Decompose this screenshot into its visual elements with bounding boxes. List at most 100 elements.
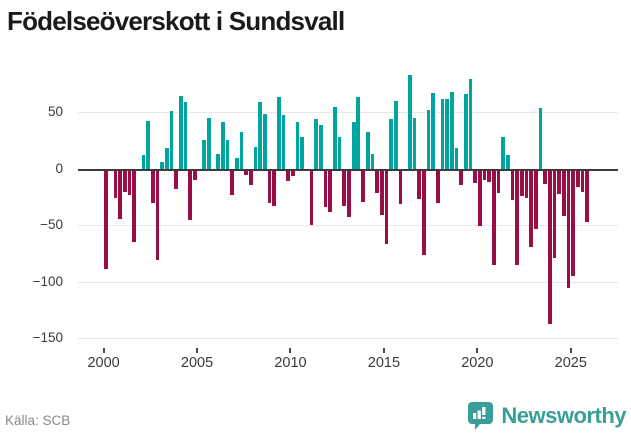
bar-2014-Q3: [375, 170, 379, 194]
bar-2022-Q3: [524, 170, 529, 198]
bar-2011-Q3: [319, 125, 323, 170]
bar-2023-Q2: [538, 108, 543, 170]
bar-2006-Q2: [221, 122, 225, 170]
bar-2000-Q3: [113, 170, 118, 198]
bar-2021-Q2: [501, 136, 505, 170]
bar-2021-Q3: [505, 154, 510, 170]
y-axis-tick-label: −150: [32, 330, 63, 345]
bar-2015-Q4: [398, 170, 403, 205]
chart-title: Födelseöverskott i Sundsvall: [7, 6, 345, 36]
bar-2015-Q1: [384, 170, 389, 244]
bar-2017-Q2: [426, 109, 431, 170]
gridline: [78, 225, 618, 226]
bar-2011-Q1: [309, 170, 314, 225]
bar-2006-Q4: [230, 170, 235, 196]
bar-2009-Q1: [272, 170, 277, 206]
bar-2002-Q1: [141, 154, 146, 170]
bar-2021-Q4: [510, 170, 515, 200]
bar-2017-Q3: [431, 92, 435, 170]
bar-2013-Q1: [347, 170, 351, 217]
y-axis-tick-label: 50: [47, 104, 63, 119]
bar-2010-Q3: [300, 136, 305, 170]
bar-2024-Q2: [557, 170, 562, 195]
bar-2008-Q3: [263, 114, 267, 170]
bar-2020-Q4: [491, 170, 496, 266]
bar-2012-Q4: [342, 170, 347, 206]
logo-wordmark: Newsworthy: [501, 403, 626, 428]
bar-2017-Q4: [435, 170, 440, 204]
bar-2007-Q4: [249, 170, 253, 186]
x-axis-tick-label: 2020: [461, 355, 494, 371]
bar-2015-Q3: [393, 100, 398, 170]
x-axis-tick-label: 2000: [87, 355, 120, 371]
y-axis-tick-label: −100: [32, 273, 63, 289]
x-axis-tick: [102, 348, 105, 353]
bar-2000-Q4: [118, 170, 122, 220]
bar-2001-Q1: [122, 170, 127, 192]
bar-2022-Q2: [520, 170, 524, 197]
bar-2012-Q1: [328, 170, 333, 213]
bar-2004-Q4: [192, 170, 197, 180]
bar-2020-Q2: [482, 170, 487, 180]
x-axis-tick-label: 2010: [274, 355, 307, 371]
bar-2025-Q2: [576, 170, 580, 188]
bar-2007-Q2: [239, 132, 244, 170]
bar-2018-Q3: [449, 91, 454, 170]
bar-2014-Q1: [365, 132, 370, 170]
bar-2025-Q3: [580, 170, 585, 192]
x-axis-tick: [476, 348, 479, 353]
bar-2018-Q1: [440, 99, 445, 170]
bar-2016-Q3: [412, 117, 417, 170]
bar-2019-Q1: [459, 170, 463, 186]
bar-2011-Q4: [323, 170, 328, 207]
bar-2007-Q3: [244, 170, 249, 176]
bar-2010-Q1: [291, 170, 295, 177]
bar-2012-Q3: [337, 136, 342, 170]
bar-2009-Q2: [277, 97, 281, 170]
bar-2017-Q1: [421, 170, 426, 256]
bar-2022-Q4: [529, 170, 534, 248]
bar-2021-Q1: [496, 170, 501, 194]
bar-2004-Q2: [183, 101, 188, 170]
plot-area: 2000 2005 2010 2015 2020 2025: [78, 65, 618, 371]
x-axis-tick-label: 2005: [180, 355, 214, 371]
bar-2014-Q4: [379, 170, 384, 215]
bar-2024-Q3: [562, 170, 566, 216]
bar-2005-Q3: [206, 117, 211, 170]
x-axis-tick-label: 2025: [554, 355, 587, 371]
bar-2023-Q1: [534, 170, 538, 230]
bar-2019-Q3: [468, 79, 473, 170]
bar-2015-Q2: [389, 118, 393, 170]
bar-2013-Q4: [361, 170, 365, 203]
bar-2008-Q1: [253, 146, 258, 170]
bar-2006-Q3: [225, 140, 230, 170]
bar-2016-Q4: [417, 170, 421, 199]
bar-2003-Q4: [174, 170, 178, 189]
gridline: [78, 281, 618, 283]
bar-2004-Q3: [188, 170, 192, 221]
bar-2013-Q3: [356, 97, 361, 170]
bar-2010-Q2: [295, 122, 300, 170]
y-axis-tick-label: 0: [55, 160, 63, 176]
x-axis-tick-label: 2015: [367, 355, 401, 371]
bar-2023-Q3: [543, 170, 548, 185]
bar-2006-Q1: [216, 153, 220, 170]
bar-chart-speech-bubble-icon: [468, 402, 494, 430]
bar-2022-Q1: [515, 170, 520, 266]
x-axis-tick: [196, 348, 199, 353]
gridline: [78, 112, 618, 113]
newsworthy-logo[interactable]: Newsworthy: [468, 402, 626, 430]
bar-2018-Q2: [445, 99, 449, 170]
bar-2019-Q4: [473, 170, 477, 183]
bar-2009-Q3: [281, 115, 286, 170]
bar-2001-Q2: [127, 170, 132, 196]
bar-2016-Q2: [407, 74, 412, 170]
bar-2025-Q1: [571, 170, 576, 276]
bar-2009-Q4: [286, 170, 291, 181]
bar-2003-Q2: [164, 148, 169, 170]
x-axis-tick: [569, 348, 572, 353]
bar-2000-Q1: [104, 170, 108, 269]
bar-2023-Q4: [548, 170, 552, 325]
bar-2003-Q3: [169, 110, 174, 170]
